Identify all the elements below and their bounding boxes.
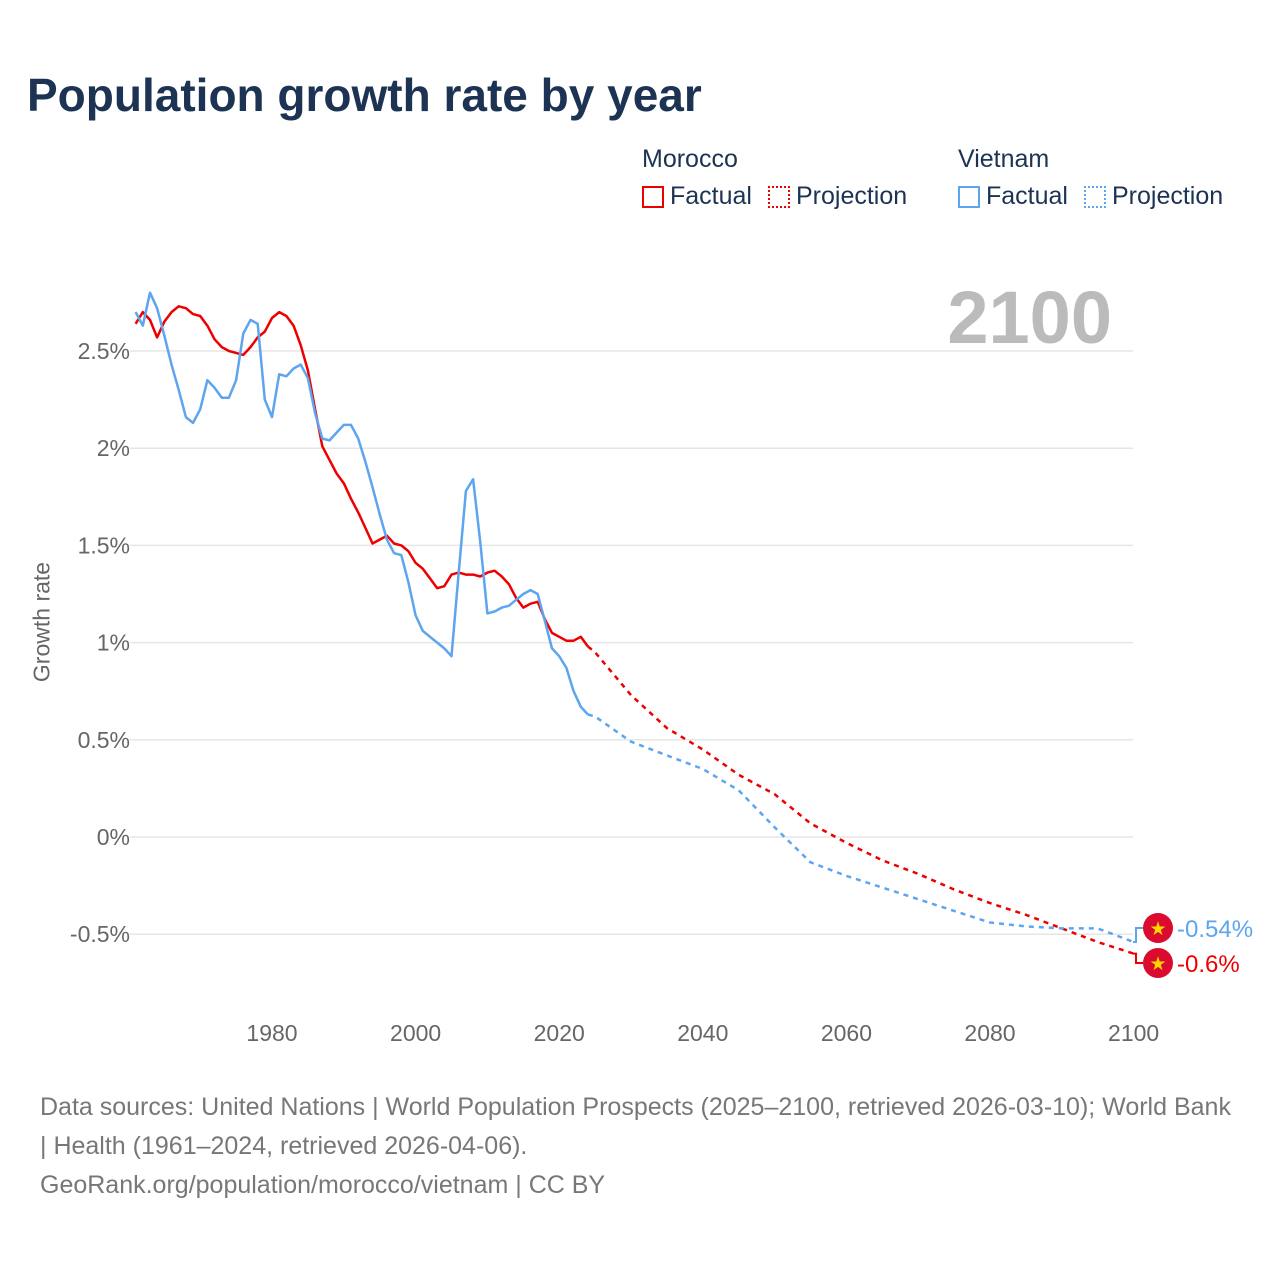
legend-label: Factual <box>986 182 1068 210</box>
legend-vietnam-factual[interactable]: Factual <box>958 182 1068 211</box>
flag-vietnam-icon <box>1143 913 1173 943</box>
x-tick-label: 2040 <box>677 1020 728 1046</box>
legend-vietnam-projection[interactable]: Projection <box>1083 182 1224 211</box>
line-morocco-factual <box>134 305 589 648</box>
legend-morocco: Morocco Factual Projection <box>642 145 907 211</box>
end-value-label: -0.6% <box>1177 951 1240 978</box>
line-vietnam-projection <box>587 713 1135 944</box>
legend-morocco-factual[interactable]: Factual <box>642 182 752 211</box>
legend-swatch-dotted <box>767 185 790 208</box>
star-icon: ★ <box>1149 954 1166 975</box>
x-tick-label: 2100 <box>1108 1020 1159 1046</box>
x-tick-label: 2000 <box>390 1020 441 1046</box>
source-link[interactable]: GeoRank.org/population/morocco/vietnam |… <box>40 1171 606 1199</box>
year-watermark: 2100 <box>947 276 1112 359</box>
y-tick-label: 2.5% <box>78 338 130 364</box>
legend-swatch-dotted <box>1083 185 1106 208</box>
legend-label: Projection <box>1111 182 1224 210</box>
y-tick-label: 0% <box>97 824 130 850</box>
line-vietnam-factual <box>134 291 589 716</box>
y-tick-label: 1% <box>97 630 130 656</box>
flag-morocco-icon <box>1143 948 1173 978</box>
data-sources: Data sources: United Nations | World Pop… <box>40 1093 1231 1160</box>
star-icon: ★ <box>1149 919 1166 940</box>
legend-title-vietnam: Vietnam <box>958 145 1050 173</box>
x-tick-label: 1980 <box>246 1020 297 1046</box>
footer: Data sources: United Nations | World Pop… <box>40 1088 1240 1205</box>
legend-vietnam: Vietnam Factual Projection <box>958 145 1223 211</box>
end-label-connector <box>1133 952 1143 964</box>
y-tick-label: 0.5% <box>78 727 130 753</box>
x-tick-label: 2060 <box>821 1020 872 1046</box>
y-tick-label: 1.5% <box>78 532 130 558</box>
y-tick-label: -0.5% <box>70 921 130 947</box>
end-label-connector <box>1133 927 1143 943</box>
end-value-label: -0.54% <box>1177 916 1253 943</box>
chart-title: Population growth rate by year <box>27 69 702 121</box>
x-tick-label: 2080 <box>964 1020 1015 1046</box>
legend-title-morocco: Morocco <box>642 145 738 173</box>
x-tick-label: 2020 <box>534 1020 585 1046</box>
line-morocco-projection <box>587 645 1134 955</box>
legend-morocco-projection[interactable]: Projection <box>767 182 908 211</box>
chart-plot: 2100 2.5% 2% 1.5% 1% 0.5% 0% -0.5% 1980 2000 2020… <box>70 276 1253 1046</box>
legend-label: Factual <box>670 182 752 210</box>
legend-label: Projection <box>795 182 908 210</box>
legend-swatch-solid <box>642 185 664 208</box>
legend-swatch-solid <box>958 185 980 208</box>
y-tick-label: 2% <box>97 435 130 461</box>
